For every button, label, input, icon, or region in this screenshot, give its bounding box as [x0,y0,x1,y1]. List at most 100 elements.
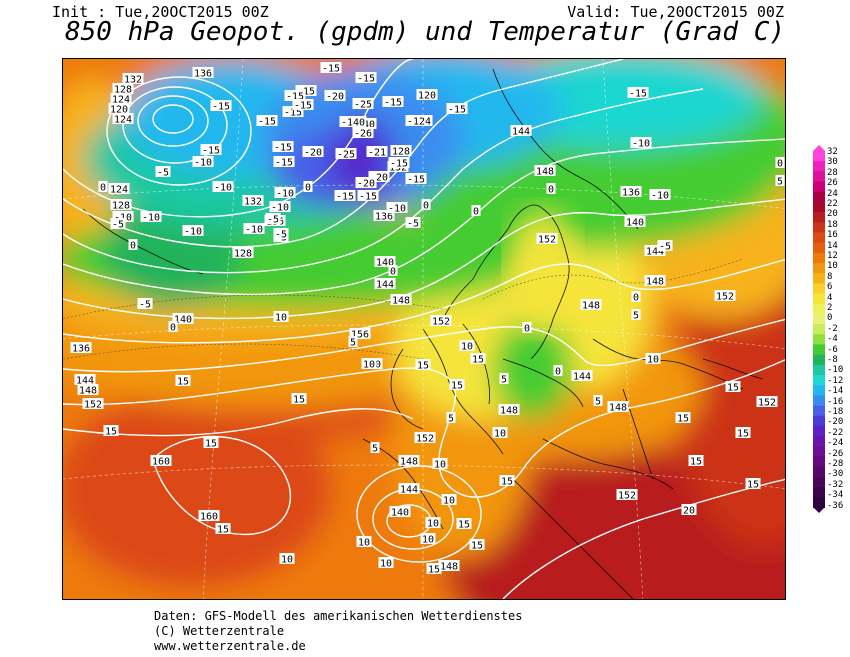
height-label-text: 140 [376,258,394,269]
colorbar-swatch [813,222,825,234]
temp-label: -10 [269,201,291,214]
temp-label: 15 [215,523,231,536]
height-label-text: 152 [758,398,776,409]
temp-label-box [215,523,231,534]
height-label: 152 [616,489,638,502]
temp-label: -15 [627,87,649,100]
height-label-box [389,506,411,517]
temp-label: -10 [140,211,162,224]
temp-label-box [522,322,532,333]
temp-label-box [175,375,191,386]
colorbar-tick-label: 2 [827,303,833,313]
temp-label-box [272,141,294,152]
temp-label-box [426,563,442,574]
temp-label: 15 [291,393,307,406]
temp-label: -15 [284,90,306,103]
temp-label-text: -10 [388,204,406,215]
temp-label: 10 [378,557,394,570]
temp-label-text: -15 [322,64,340,75]
temp-label-text: -15 [274,143,292,154]
temp-label-box [182,225,204,236]
height-label: 140 [389,506,411,519]
height-label: 148 [607,401,629,414]
temp-label: 0 [303,181,313,194]
temp-label-box [361,358,377,369]
temp-label-text: 15 [472,355,484,366]
temp-label-box [284,90,306,101]
colorbar-swatch [813,263,825,274]
height-label-box [620,186,642,197]
temp-label-text: 10 [647,355,659,366]
temp-label: 10 [459,340,475,353]
height-label: 124 [108,183,130,196]
temp-label-box [593,395,603,406]
temp-label-box [441,494,457,505]
temp-label-text: -20 [357,179,375,190]
height-label: 132 [242,195,264,208]
colorbar-tick-label: 22 [827,199,838,209]
temp-label-box [546,183,556,194]
temp-label-box [320,62,342,73]
temp-label-box [155,166,171,177]
init-time: Init : Tue,20OCT2015 00Z [52,3,269,21]
colorbar-tick-label: 16 [827,230,838,241]
height-label-box [242,195,264,206]
temp-label: -15 [272,141,294,154]
colorbar-tick-label: 28 [827,167,838,178]
temp-label-text: -21 [368,148,386,159]
temp-label-box [168,321,178,332]
height-label: 136 [70,342,92,355]
height-label-text: 160 [200,512,218,523]
temp-label-text: 0 [524,324,530,335]
colorbar-tick-label: -12 [827,375,844,386]
height-label-box [82,398,104,409]
colorbar-tick-label: -2 [827,323,838,334]
temp-label-box [357,190,379,201]
temp-label-box [405,173,427,184]
temp-label-box [98,181,108,192]
temp-label-text: -10 [142,213,160,224]
colorbar-tick-label: 20 [827,209,838,220]
temp-label-box [446,103,468,114]
valid-time: Valid: Tue,20OCT2015 00Z [567,3,784,21]
colorbar-swatch [813,232,825,244]
temp-label-box [456,518,472,529]
height-label-box [714,290,736,301]
height-label-text: 152 [618,491,636,502]
height-label-text: 144 [573,372,591,383]
temp-label-text: -15 [258,117,276,128]
height-label: 152 [82,398,104,411]
temp-label-text: -15 [212,102,230,113]
temp-label-box [388,157,410,168]
colorbar-tick-label: -20 [827,417,844,428]
temp-label: -15 [295,85,317,98]
temp-label-box [273,156,295,167]
temp-label: 5 [631,309,641,322]
temp-label-text: 15 [727,383,739,394]
height-label: 132 [122,73,144,86]
colorbar-tick-label: -18 [827,407,844,417]
height-label-text: 160 [152,457,170,468]
colorbar-tick-label: -24 [827,438,844,449]
colorbar-swatch [813,151,825,162]
height-label: 148 [534,165,556,178]
temp-label-box [200,144,222,155]
temp-label: 10 [420,533,436,546]
temp-label-text: 15 [737,429,749,440]
colorbar-tick-label: 0 [827,313,833,324]
temp-label-box [378,557,394,568]
height-label-text: 124 [112,95,130,106]
colorbar-swatch [813,415,825,427]
temp-label-text: 5 [448,414,454,425]
height-label-text: 140 [626,218,644,229]
temp-label: 15 [469,539,485,552]
height-label-text: 124 [110,185,128,196]
temp-label: 10 [273,311,289,324]
temp-label: -15 [200,144,222,157]
temp-label-box [459,340,475,351]
temp-label-text: -15 [294,101,312,112]
temp-label: -20 [324,90,346,103]
height-label: 144 [374,278,396,291]
colorbar-tick-label: -16 [827,396,844,407]
temp-label-text: 15 [105,427,117,438]
